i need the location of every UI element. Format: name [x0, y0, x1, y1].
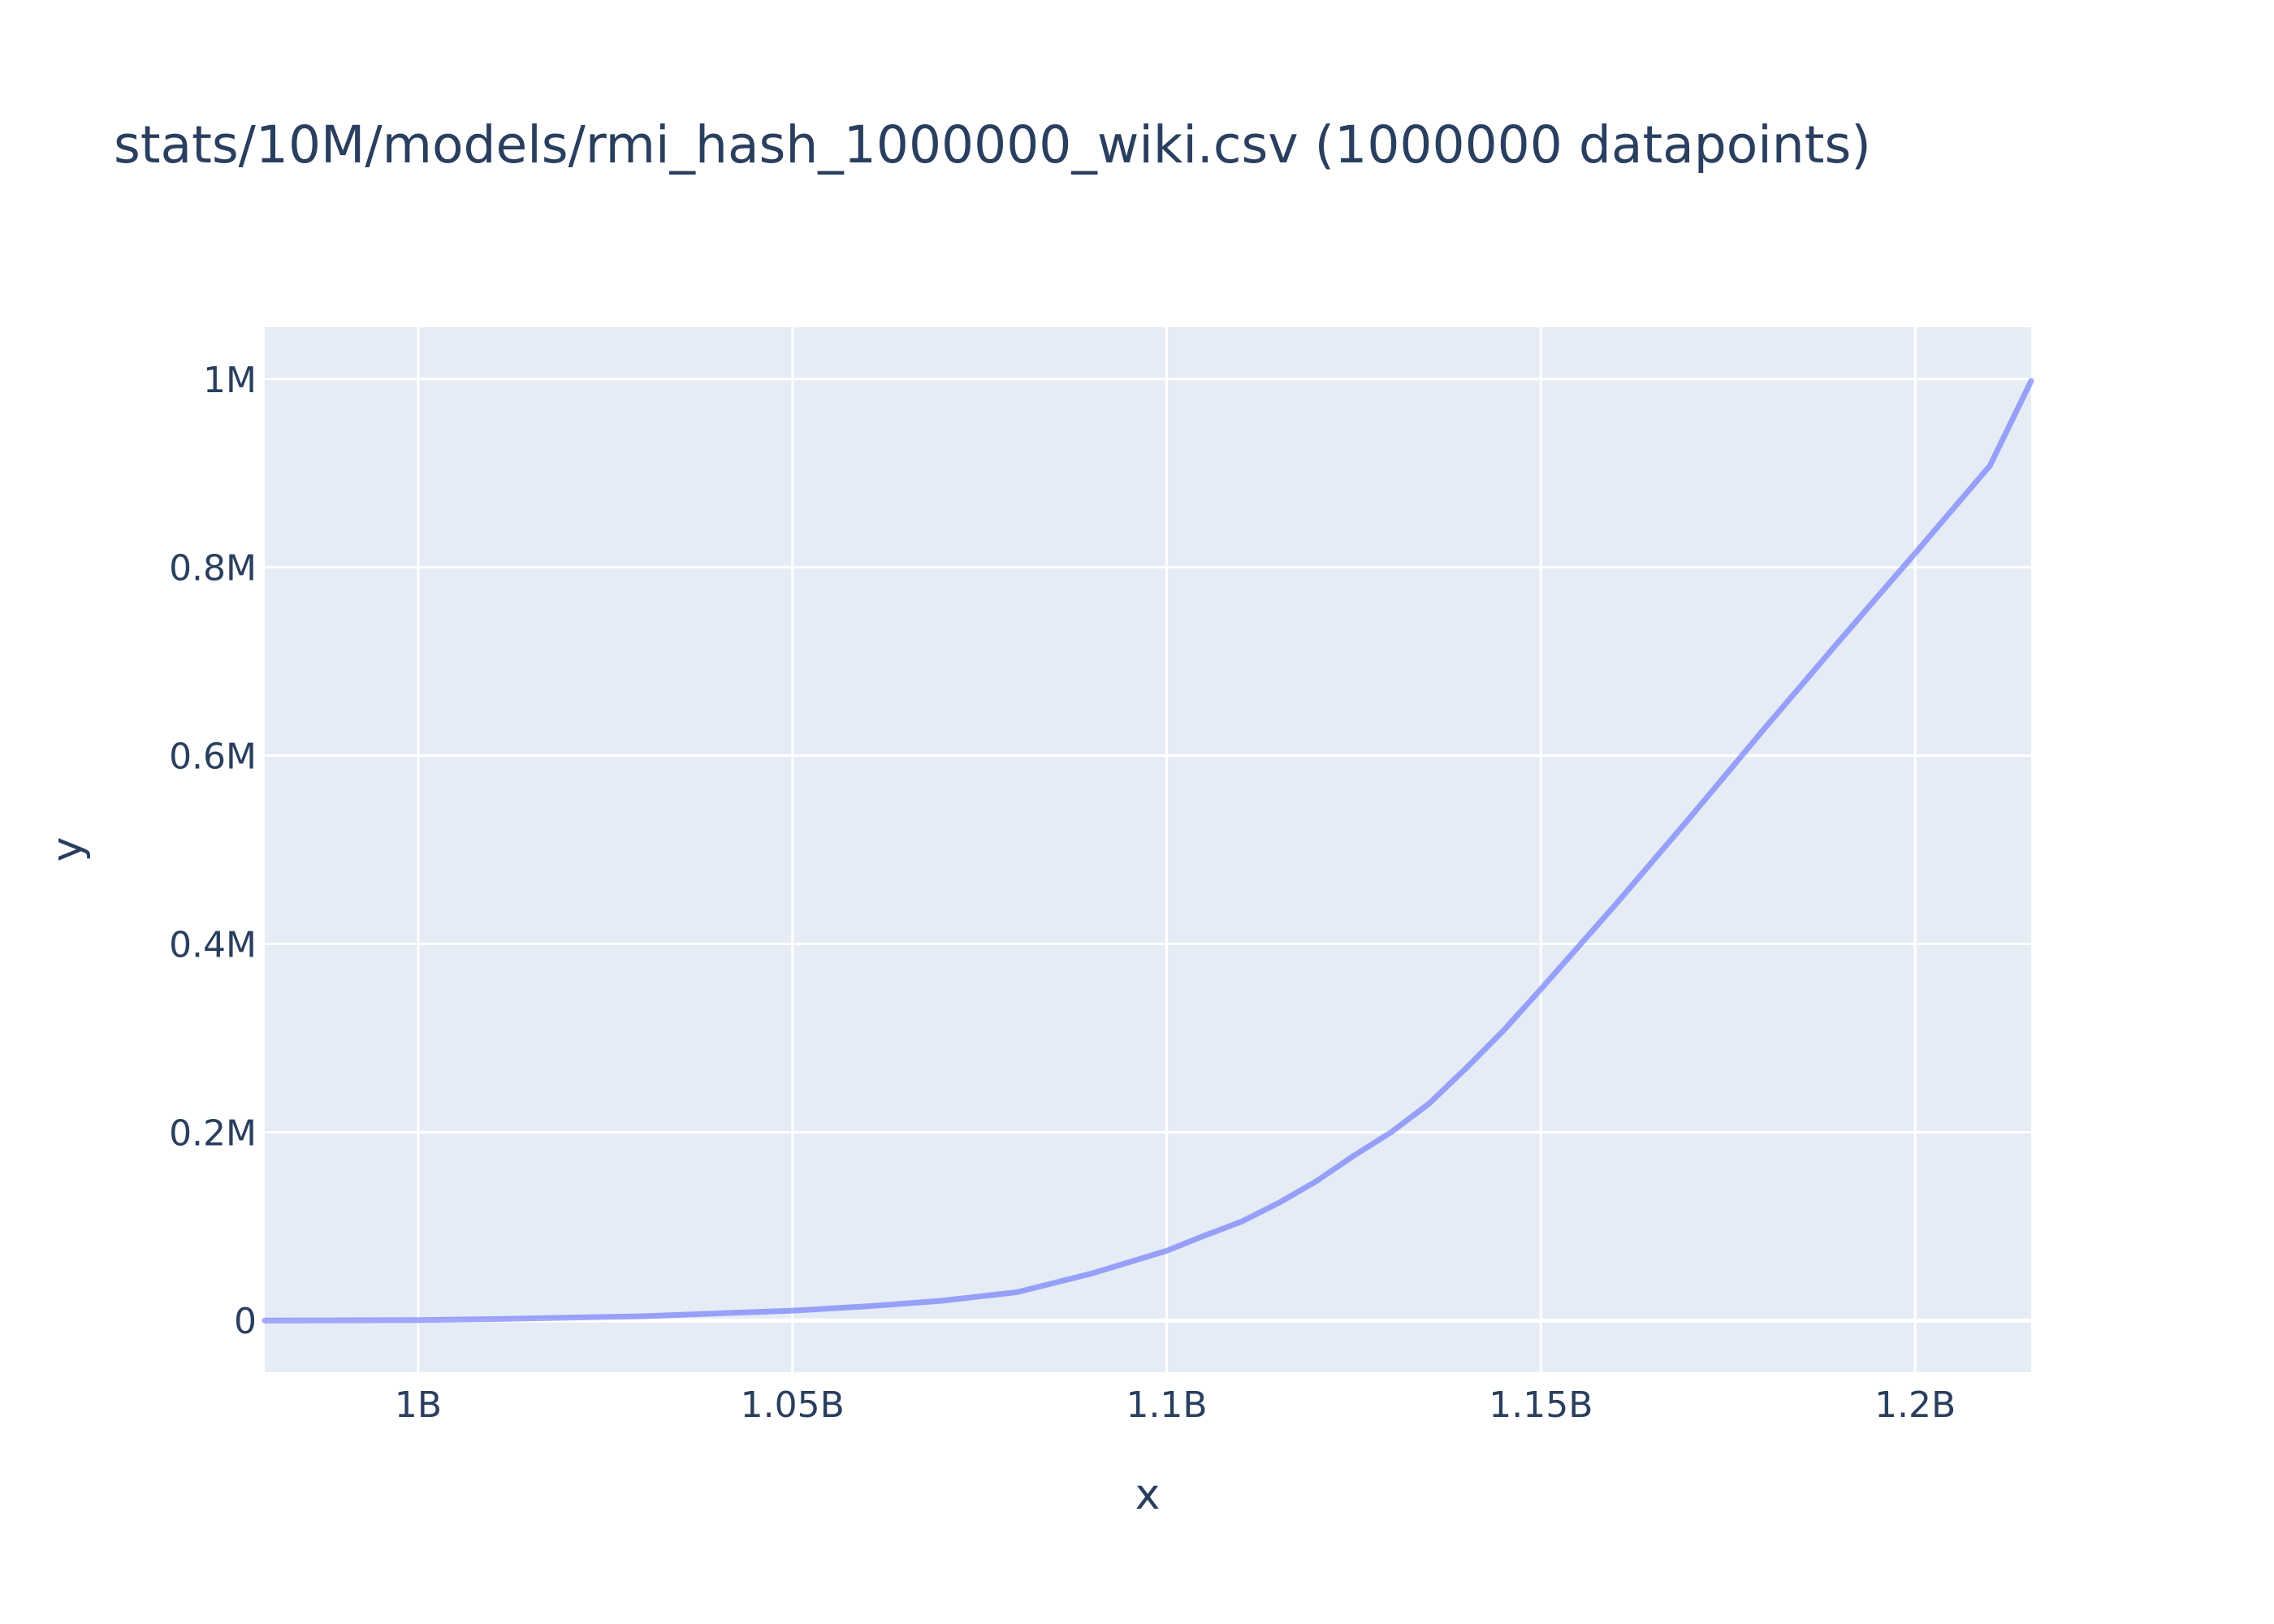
y-tick-label: 1M	[203, 360, 257, 401]
x-axis-label: x	[1135, 1471, 1161, 1519]
y-tick-label: 0.8M	[169, 548, 257, 590]
x-tick-labels: 1B 1.05B 1.1B 1.15B 1.2B	[395, 1384, 1956, 1426]
grid-lines	[265, 327, 2031, 1372]
series-layer	[262, 378, 2034, 1324]
x-tick-label: 1B	[395, 1384, 442, 1426]
y-tick-labels: 0 0.2M 0.4M 0.6M 0.8M 1M	[169, 360, 257, 1342]
x-tick-label: 1.15B	[1489, 1384, 1593, 1426]
x-tick-label: 1.05B	[741, 1384, 845, 1426]
y-tick-label: 0.6M	[169, 736, 257, 778]
x-tick-label: 1.2B	[1874, 1384, 1956, 1426]
y-tick-label: 0.4M	[169, 924, 257, 965]
chart-title: stats/10M/models/rmi_hash_1000000_wiki.c…	[114, 115, 1871, 175]
y-tick-label: 0	[234, 1301, 257, 1342]
y-tick-label: 0.2M	[169, 1112, 257, 1154]
plot-area	[265, 327, 2031, 1372]
series-line-0	[262, 378, 2034, 1324]
y-axis-label: y	[43, 837, 92, 862]
x-tick-label: 1.1B	[1126, 1384, 1207, 1426]
